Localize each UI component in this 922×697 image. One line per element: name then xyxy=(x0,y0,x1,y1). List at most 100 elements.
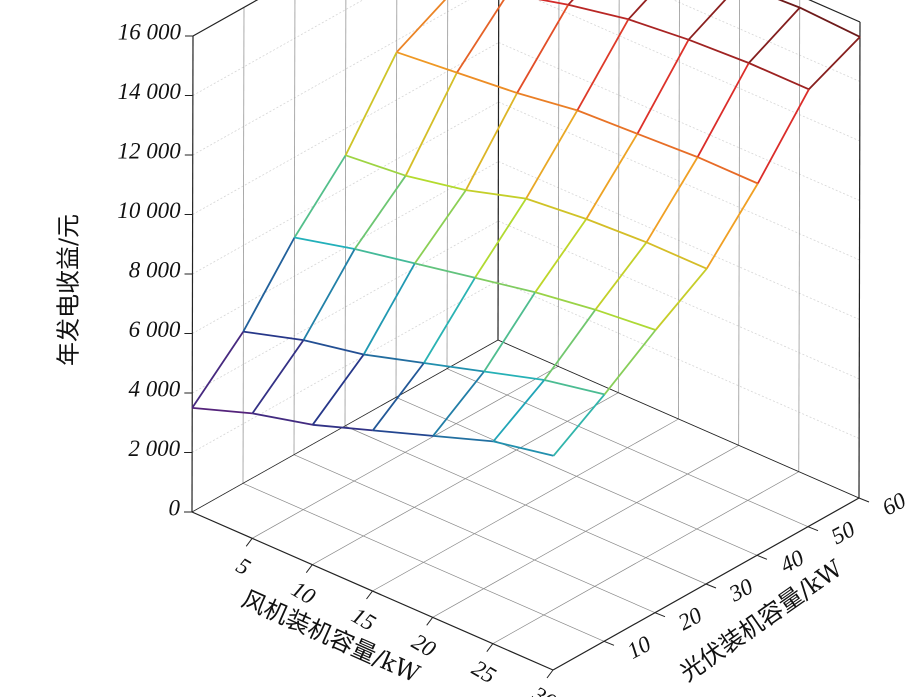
surface-line xyxy=(293,154,347,238)
surface-line xyxy=(423,362,485,373)
surface-line xyxy=(483,291,536,372)
surface-line xyxy=(191,331,245,409)
surface-line xyxy=(483,370,545,381)
z-tick-label: 10 000 xyxy=(117,198,181,223)
surface-line xyxy=(777,0,801,9)
surface-line xyxy=(748,62,810,91)
surface-mesh xyxy=(191,0,861,457)
surface-line xyxy=(404,72,458,177)
surface-line xyxy=(696,62,750,158)
z-tick-label: 4 000 xyxy=(129,376,181,401)
y-tick-label: 50 xyxy=(827,516,859,549)
frame-edge xyxy=(497,339,860,499)
surface-line xyxy=(654,268,708,331)
gridline xyxy=(798,0,801,472)
frame-edge xyxy=(497,0,500,341)
frame-edge xyxy=(191,339,499,513)
gridline xyxy=(242,7,245,484)
surface-line xyxy=(799,6,861,38)
surface-line xyxy=(636,39,690,135)
x-tick xyxy=(486,643,494,653)
surface-line xyxy=(552,393,606,457)
surface-line xyxy=(492,379,545,442)
y-tick-label: 10 xyxy=(623,631,655,664)
surface-line xyxy=(474,276,536,294)
surface-line xyxy=(414,189,467,264)
chart-walls xyxy=(191,0,861,671)
surface-line xyxy=(423,277,476,364)
surface-line xyxy=(242,237,296,333)
surface-line xyxy=(372,429,434,437)
x-tick xyxy=(426,616,434,626)
z-tick-label: 6 000 xyxy=(129,317,181,342)
surface-line xyxy=(192,407,253,415)
surface-line xyxy=(534,291,596,311)
surface-line xyxy=(311,353,365,426)
gridline xyxy=(395,396,758,556)
gridline xyxy=(395,0,398,398)
surface-line xyxy=(748,6,801,64)
surface-line xyxy=(567,0,574,6)
surface-line xyxy=(687,0,727,41)
surface-line xyxy=(576,109,638,135)
surface-line xyxy=(576,18,630,111)
x-tick xyxy=(366,590,373,600)
surface-line xyxy=(595,308,656,331)
frame-edge xyxy=(858,21,861,499)
gridline xyxy=(617,0,620,393)
z-tick-label: 16 000 xyxy=(118,19,182,44)
surface-line xyxy=(637,132,698,158)
surface-line xyxy=(705,183,759,270)
y-tick xyxy=(654,612,666,618)
gridline xyxy=(293,454,656,614)
surface-line xyxy=(543,309,597,381)
y-tick xyxy=(705,583,717,589)
surface-line xyxy=(594,241,648,311)
gridline xyxy=(557,0,560,367)
gridline xyxy=(344,0,347,427)
x-tick xyxy=(546,669,554,679)
surface-line xyxy=(345,154,406,177)
y-tick-label: 20 xyxy=(674,602,706,635)
surface-line xyxy=(628,18,689,41)
surface-line xyxy=(493,440,554,457)
surface-line xyxy=(456,71,518,94)
surface-line xyxy=(688,38,750,64)
y-tick xyxy=(858,497,870,503)
gridline xyxy=(446,368,809,528)
surface-line xyxy=(516,92,578,112)
x-axis-title: 风机装机容量/kW xyxy=(238,585,424,689)
surface-line xyxy=(396,0,447,53)
z-tick-label: 8 000 xyxy=(129,257,181,282)
gridline xyxy=(242,482,605,642)
y-tick xyxy=(807,526,819,532)
surface-line xyxy=(646,241,708,270)
surface-line xyxy=(302,248,356,341)
z-tick-label: 14 000 xyxy=(118,79,182,104)
surface-line xyxy=(252,412,313,426)
x-tick-label: 25 xyxy=(468,655,500,688)
gridline xyxy=(344,425,707,585)
x-tick-label: 5 xyxy=(232,553,254,580)
surface-line xyxy=(362,262,416,355)
gridline xyxy=(293,0,296,455)
surface-line xyxy=(525,109,579,200)
x-tick xyxy=(245,537,253,547)
surface-line xyxy=(243,330,304,341)
surface-line xyxy=(516,4,569,94)
surface-line xyxy=(474,198,527,279)
frame-edge xyxy=(192,0,259,37)
y-tick xyxy=(603,640,615,646)
z-axis-title: 年发电收益/元 xyxy=(55,214,83,366)
surface-line xyxy=(585,218,647,244)
surface-line xyxy=(372,362,425,431)
y-tick-label: 60 xyxy=(878,487,910,520)
surface-line xyxy=(353,175,407,250)
y-tick xyxy=(756,554,768,560)
surface-line xyxy=(432,435,494,443)
gridline xyxy=(738,0,740,446)
z-tick-label: 12 000 xyxy=(118,138,182,163)
surface-line xyxy=(405,174,467,191)
x-tick-label: 30 xyxy=(527,681,561,697)
